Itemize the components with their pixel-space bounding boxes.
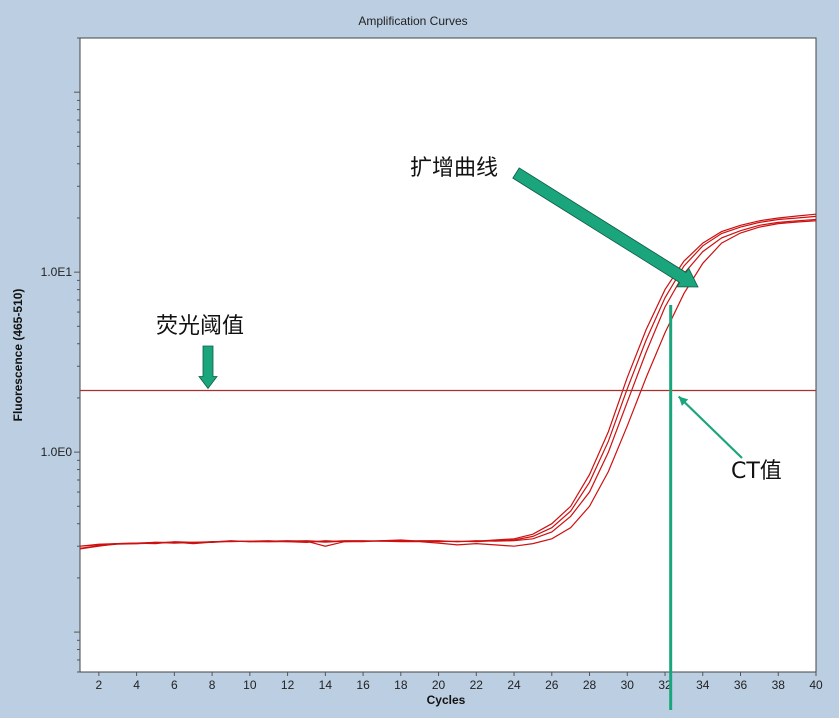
- x-tick-label: 32: [658, 678, 672, 692]
- x-tick-label: 36: [734, 678, 748, 692]
- threshold-arrow: [198, 345, 218, 390]
- x-tick-label: 12: [281, 678, 295, 692]
- x-tick-label: 6: [171, 678, 178, 692]
- y-tick-label: 1.0E0: [41, 445, 73, 459]
- x-axis-title: Cycles: [427, 693, 466, 707]
- ct-arrow-head: [678, 396, 689, 406]
- x-tick-label: 30: [621, 678, 635, 692]
- y-minor-ticks: [74, 37, 80, 673]
- plot-area: [79, 37, 817, 673]
- x-axis-ticks: 2 4 6 8 10 12 14 16 18 20 22 24 26 28 30 32 34 36 38 40: [96, 672, 823, 692]
- arrow-shape: [512, 167, 699, 288]
- y-tick-label: 1.0E1: [41, 265, 73, 279]
- x-tick-label: 26: [545, 678, 559, 692]
- x-tick-label: 40: [809, 678, 823, 692]
- x-tick-label: 20: [432, 678, 446, 692]
- x-tick-label: 22: [470, 678, 484, 692]
- x-tick-label: 2: [96, 678, 103, 692]
- x-tick-label: 28: [583, 678, 597, 692]
- x-tick-label: 14: [319, 678, 333, 692]
- x-tick-label: 16: [356, 678, 370, 692]
- x-tick-label: 4: [133, 678, 140, 692]
- x-tick-label: 38: [772, 678, 786, 692]
- x-tick-label: 18: [394, 678, 408, 692]
- amplification-arrow: [512, 167, 699, 288]
- ct-label: CT值: [731, 459, 782, 484]
- x-tick-label: 10: [243, 678, 257, 692]
- x-tick-label: 24: [507, 678, 521, 692]
- y-axis-title: Fluorescence (465-510): [11, 289, 25, 422]
- arrow-shape: [198, 345, 218, 390]
- y-axis-ticks: 1.0E0 1.0E1: [41, 265, 73, 459]
- x-tick-label: 34: [696, 678, 710, 692]
- ct-arrow-line: [677, 395, 743, 459]
- ct-arrow: [677, 395, 743, 459]
- threshold-label: 荧光阈值: [156, 314, 244, 339]
- x-tick-label: 8: [209, 678, 216, 692]
- amplification-curve-label: 扩增曲线: [410, 156, 498, 181]
- amplification-curve: [79, 218, 817, 547]
- chart-title: Amplification Curves: [358, 14, 467, 28]
